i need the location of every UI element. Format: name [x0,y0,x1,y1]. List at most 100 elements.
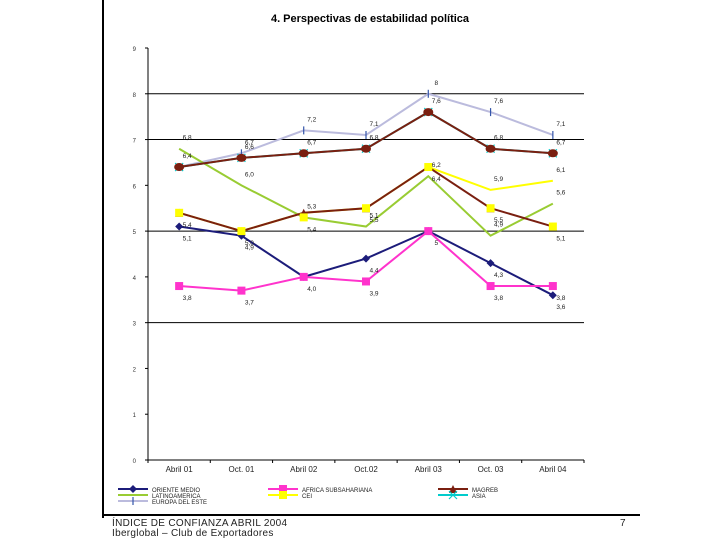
data-point [299,272,308,281]
legend-label: LATINOAMERICA [152,494,201,500]
data-label: 7,6 [432,98,441,105]
series-line [178,147,554,237]
legend-item: AFRICA SUBSAHARIANA [268,485,372,494]
y-tick-label: 1 [133,413,137,419]
y-tick-label: 2 [133,367,137,373]
data-point [548,282,557,291]
data-point [486,259,495,268]
data-point [448,490,458,500]
data-label: 5,0 [245,240,254,247]
data-label: 5,9 [494,176,503,183]
data-labels-layer: 5,1 4,9 4,0 4,4 5 4,3 3,6 3,8 3,7 3,9 3,8 3,8 5,4 5,0… [183,80,566,311]
chart-title: 4. Perspectivas de estabilidad política [271,13,470,25]
frame-left-border [102,0,104,518]
data-point [424,227,433,236]
legend-item: EUROPA DEL ESTE [118,497,207,506]
data-label: 6,0 [245,171,254,178]
data-point [361,144,371,153]
y-tick-label: 6 [133,184,137,190]
data-point [298,149,309,158]
data-label: 3,7 [245,300,254,307]
data-point [423,108,434,117]
data-point [449,485,457,493]
footer-publisher: Iberglobal – Club de Exportadores [112,528,274,539]
chart: 4. Perspectivas de estabilidad política … [118,13,585,506]
data-point [362,204,370,213]
data-label: 5,5 [494,217,503,224]
data-label: 6,4 [432,176,441,183]
data-point [548,222,557,231]
data-label: 5,5 [369,217,378,224]
data-label: 7,2 [307,116,316,123]
axis-layer: 0 1 2 3 4 5 6 7 8 9 Abril 01 Oct. 01 Abril 02 Oct.02 A… [133,47,585,474]
data-point [424,163,433,172]
data-point [299,213,308,222]
data-label: 3,8 [556,295,565,302]
data-label: 3,8 [183,295,192,302]
data-point [362,254,370,263]
data-label: 7,1 [556,121,565,128]
data-label: 6,6 [245,144,254,151]
data-label: 5 [434,240,438,247]
data-label: 6,2 [432,162,441,169]
legend-label: ORIENTE MEDIO [152,488,200,494]
data-label: 6,7 [245,139,254,146]
data-label: 3,9 [369,290,378,297]
data-point [129,485,137,493]
series-magreb-upper [174,108,558,172]
data-point [175,208,184,217]
legend-item: ASIA [438,490,486,500]
data-label: 6,8 [369,135,378,142]
data-label: 4,9 [494,222,503,229]
data-point [237,286,246,295]
y-tick-label: 0 [133,459,137,465]
data-point [279,485,287,493]
data-point [175,282,184,291]
series-oriente-medio [175,222,557,300]
legend: ORIENTE MEDIO AFRICA SUBSAHARIANA MAGREB LA… [118,485,498,506]
legend-item: LATINOAMERICA [118,494,201,500]
series-africa-subsahariana [175,227,557,295]
legend-label: AFRICA SUBSAHARIANA [302,488,372,494]
legend-item: ORIENTE MEDIO [118,485,200,494]
data-point [486,282,495,291]
data-label: 4,3 [494,272,503,279]
data-label: 7,6 [494,98,503,105]
x-tick-label: Abril 02 [290,465,318,474]
page-number: 7 [620,518,626,529]
data-point [174,163,185,172]
data-point [237,227,246,236]
y-tick-label: 7 [133,139,137,145]
y-tick-label: 4 [133,276,137,282]
legend-label: CEI [302,494,312,500]
y-tick-label: 8 [133,93,137,99]
footer-index-title: ÍNDICE DE CONFIANZA ABRIL 2004 [112,518,288,529]
data-point [362,277,370,286]
data-point [548,291,557,300]
data-label: 5,3 [307,203,316,210]
data-label: 5,1 [183,236,192,243]
data-label: 3,6 [556,304,565,311]
x-tick-label: Abril 04 [539,465,567,474]
data-point [486,204,495,213]
data-label: 6,7 [556,139,565,146]
y-tick-label: 9 [133,47,137,53]
series-layer [174,89,558,300]
data-point [279,491,287,499]
data-label: 5,1 [369,213,378,220]
frame-bottom-border [102,514,640,516]
data-label: 6,1 [556,167,565,174]
data-label: 4,0 [307,286,316,293]
x-tick-label: Oct.02 [354,465,378,474]
legend-label: ASIA [472,494,486,500]
legend-label: MAGREB [472,488,498,494]
legend-label: EUROPA DEL ESTE [152,500,207,506]
data-point [175,222,184,231]
x-tick-label: Abril 01 [166,465,194,474]
series-latinoamerica [178,147,554,237]
data-point [547,149,558,158]
x-tick-label: Abril 03 [415,465,443,474]
data-label: 5,1 [556,236,565,243]
grid-layer [148,93,584,324]
data-label: 6,4 [183,153,192,160]
